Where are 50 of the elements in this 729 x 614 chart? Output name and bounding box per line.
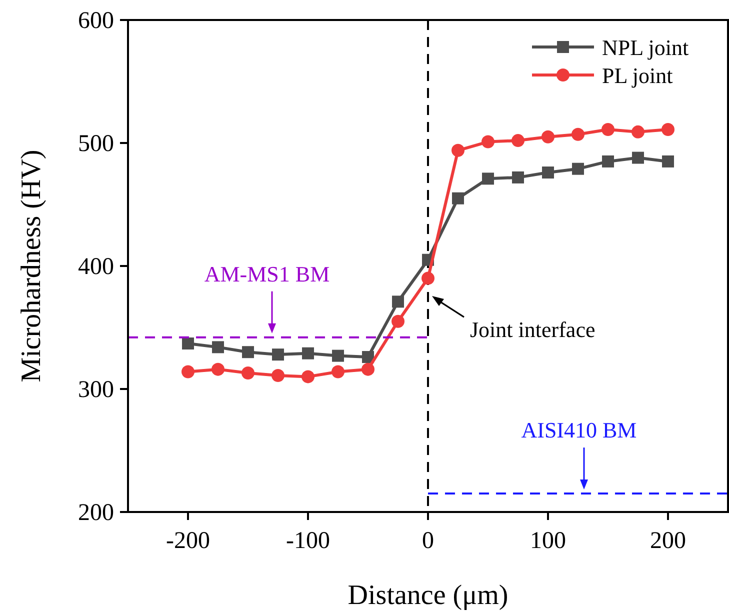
point	[362, 351, 374, 364]
x-tick-label: 200	[650, 528, 686, 554]
annotation: AISI410 BM	[521, 418, 637, 443]
y-axis-title: Microhardness (HV)	[16, 150, 47, 382]
point	[332, 365, 344, 378]
point	[632, 125, 644, 138]
point	[482, 172, 494, 185]
y-tick-label: 600	[78, 8, 114, 34]
point	[242, 366, 254, 380]
point	[542, 130, 554, 144]
point	[392, 296, 404, 308]
x-tick-label: -100	[286, 528, 330, 554]
point	[422, 272, 434, 285]
point	[302, 347, 314, 360]
x-axis-title: Distance (μm)	[348, 580, 508, 611]
point	[302, 370, 314, 384]
y-tick-label: 400	[78, 254, 114, 280]
y-tick-label: 200	[78, 500, 114, 526]
point	[542, 166, 554, 179]
point	[572, 162, 584, 175]
point	[662, 155, 674, 168]
point	[242, 346, 254, 358]
point	[182, 337, 194, 350]
point	[512, 134, 524, 148]
point	[632, 152, 644, 164]
point	[452, 192, 464, 204]
legend-label: NPL joint	[602, 35, 689, 60]
point	[512, 171, 524, 184]
y-tick-label: 500	[78, 131, 114, 157]
point	[482, 135, 494, 148]
x-tick-label: 0	[422, 528, 434, 554]
point	[602, 155, 614, 168]
x-tick-label: 100	[530, 528, 566, 554]
point	[212, 341, 224, 354]
annotation: AM-MS1 BM	[204, 261, 330, 286]
point	[182, 365, 194, 378]
point	[332, 350, 344, 362]
point	[572, 128, 584, 141]
point	[452, 144, 464, 157]
point	[662, 122, 674, 136]
point	[212, 362, 224, 376]
x-tick-label: -200	[166, 528, 210, 554]
point	[272, 368, 284, 382]
point	[392, 314, 404, 328]
legend-label: PL joint	[602, 63, 673, 88]
point	[272, 348, 284, 361]
point	[602, 122, 614, 136]
annotation: Joint interface	[470, 317, 596, 342]
y-tick-label: 300	[78, 377, 114, 403]
point	[362, 362, 374, 376]
